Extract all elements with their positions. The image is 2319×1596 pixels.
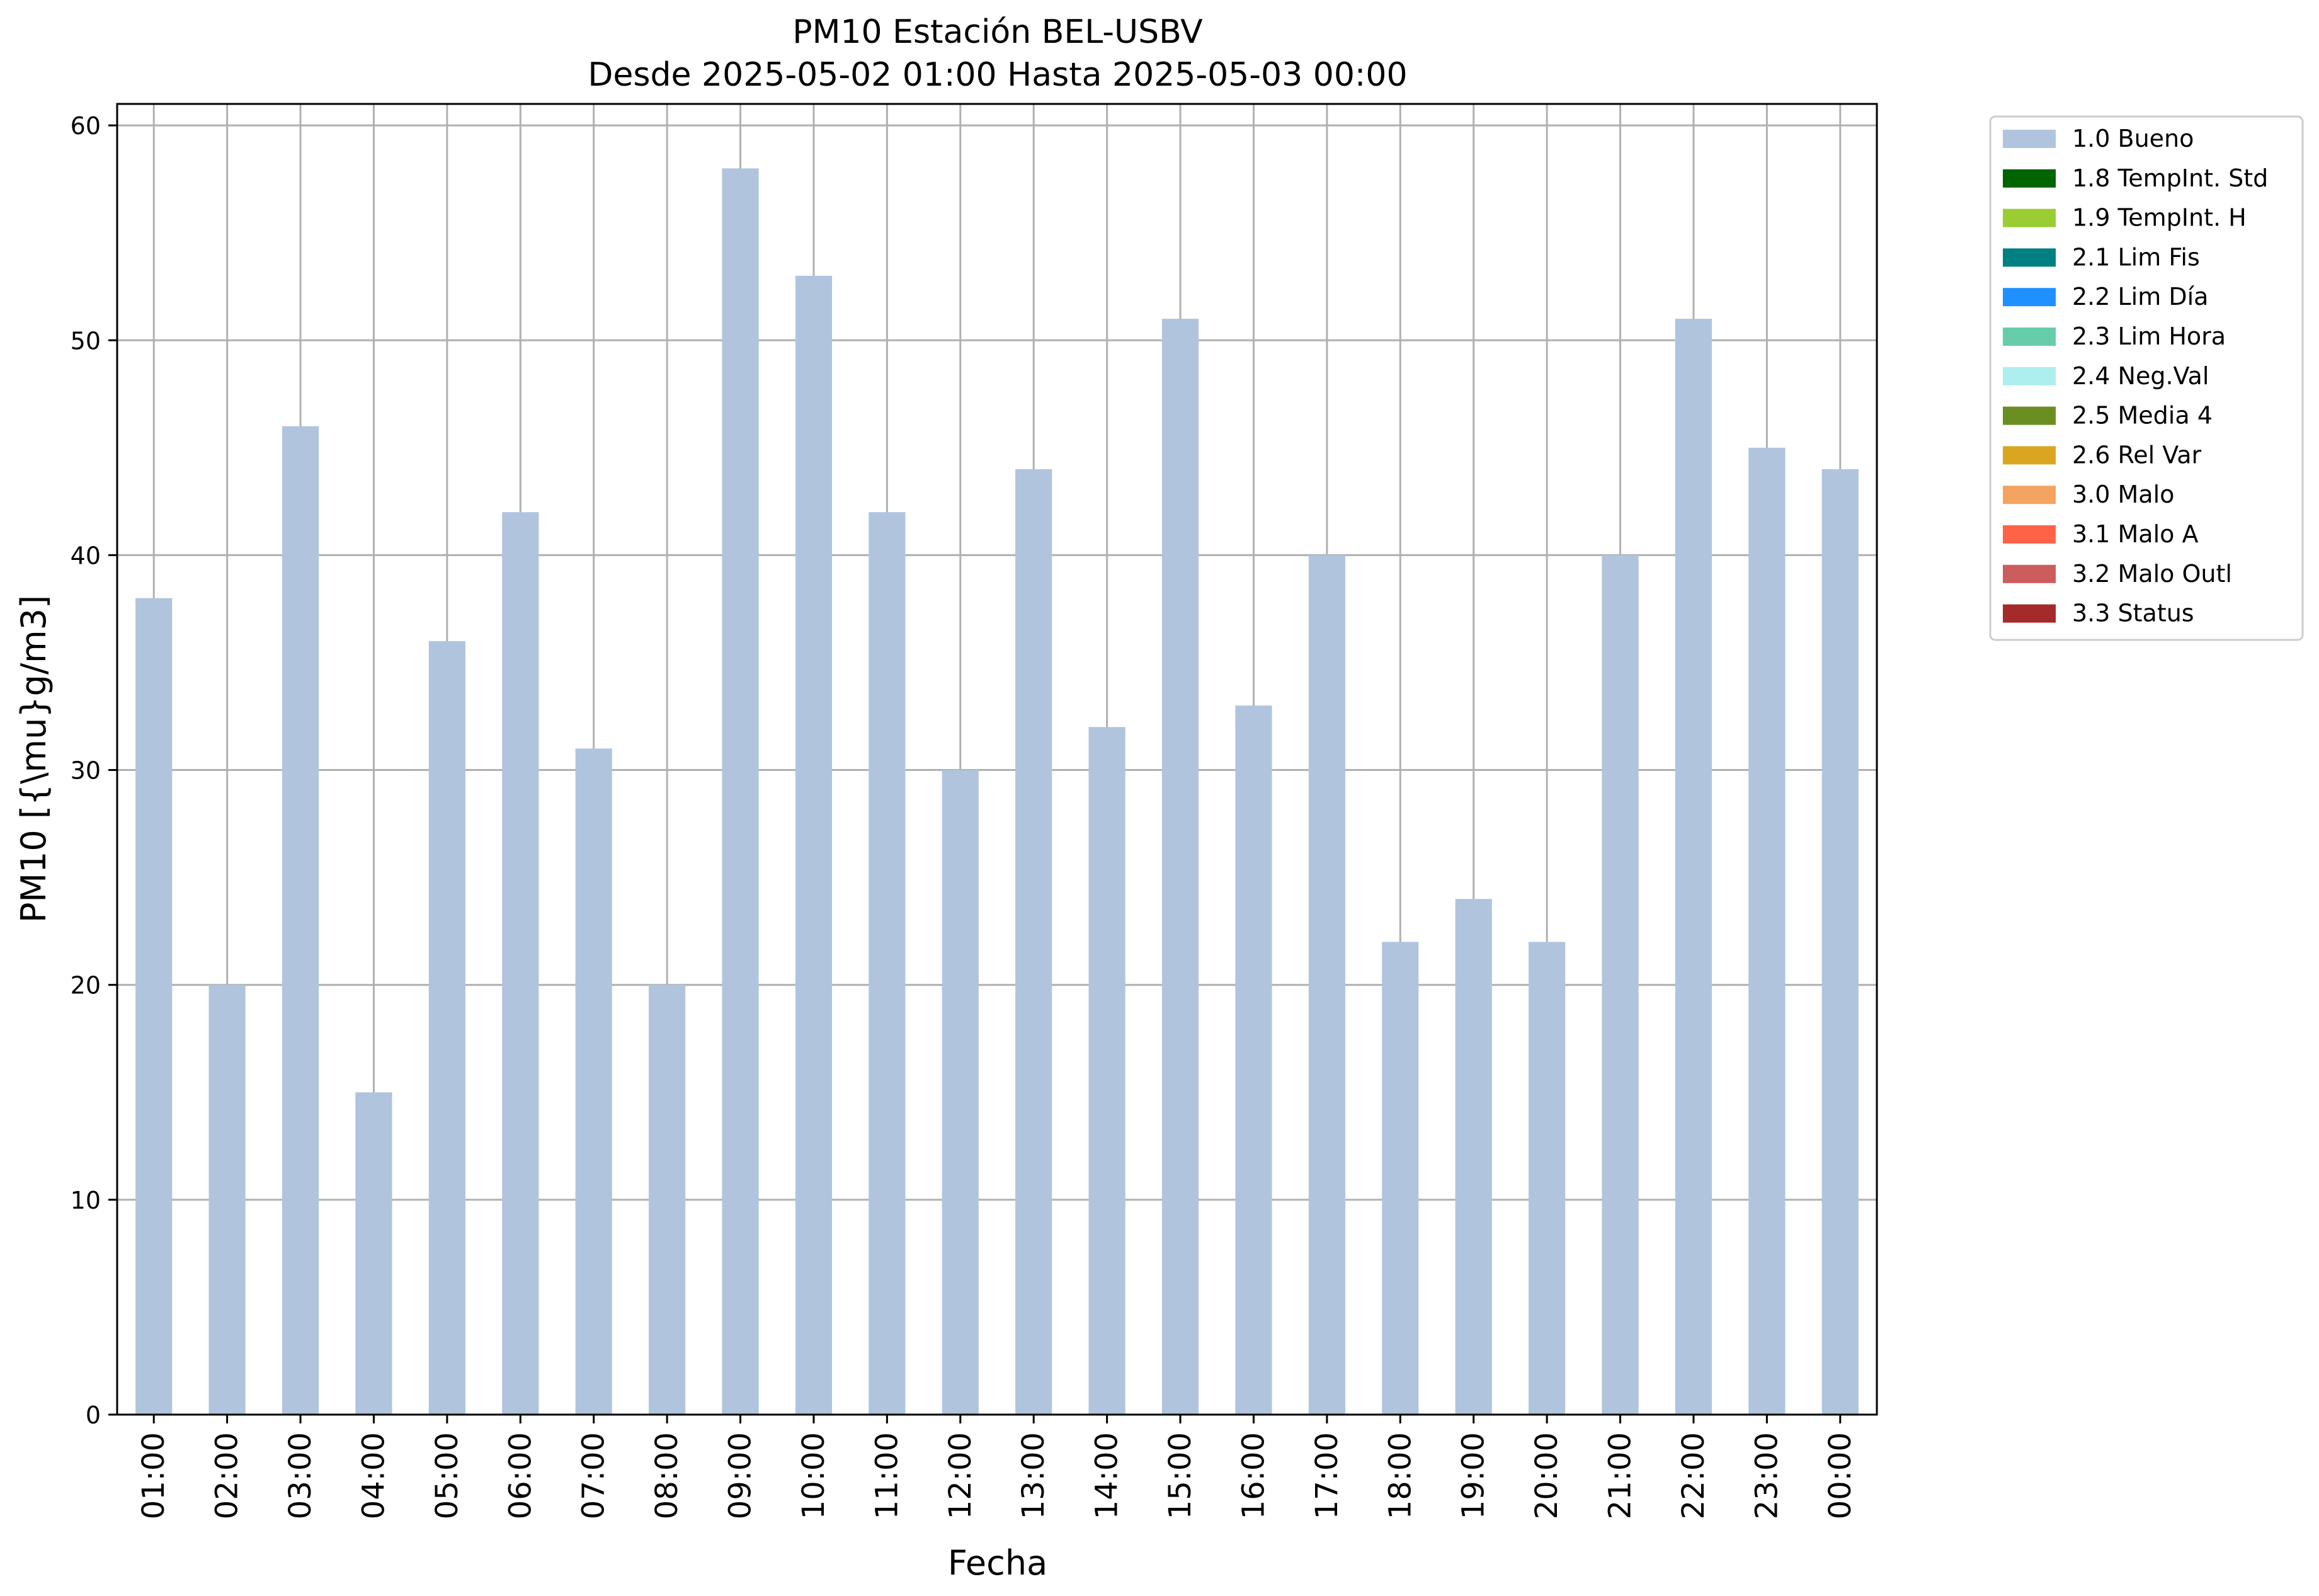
legend-swatch: [2003, 130, 2056, 148]
bars: [135, 168, 1859, 1415]
x-tick-label: 23:00: [1749, 1432, 1784, 1519]
bar: [355, 1092, 392, 1415]
x-axis: 01:00 02:00 03:00 04:00 05:00 06:00 07:00 08:00…: [136, 1415, 1858, 1519]
x-tick-label: 13:00: [1016, 1432, 1051, 1519]
y-tick-label: 60: [71, 112, 101, 140]
x-tick-label: 03:00: [283, 1432, 318, 1519]
legend-frame: [1989, 115, 2304, 641]
legend-label: 1.0 Bueno: [2072, 125, 2194, 152]
bar: [795, 275, 833, 1415]
bar: [649, 984, 686, 1415]
legend-label: 3.2 Malo Outl: [2072, 560, 2232, 588]
x-tick-label: 21:00: [1603, 1432, 1638, 1519]
x-tick-label: 00:00: [1823, 1432, 1858, 1519]
legend-label: 2.2 Lim Día: [2072, 283, 2208, 311]
x-tick-label: 02:00: [210, 1432, 245, 1519]
legend-swatch: [2003, 288, 2056, 307]
y-tick-label: 30: [71, 757, 101, 785]
legend-swatch: [2003, 525, 2056, 544]
x-tick-label: 16:00: [1236, 1432, 1271, 1519]
y-tick-label: 0: [86, 1401, 101, 1429]
legend-label: 1.8 TempInt. Std: [2072, 164, 2268, 192]
bar: [428, 641, 465, 1415]
legend-swatch: [2003, 169, 2056, 188]
legend-swatch: [2003, 604, 2056, 623]
legend-label: 3.3 Status: [2072, 600, 2194, 627]
x-tick-label: 07:00: [576, 1432, 612, 1519]
y-tick-label: 50: [71, 327, 101, 355]
legend-swatch: [2003, 486, 2056, 504]
legend-label: 3.1 Malo A: [2072, 520, 2198, 548]
bar: [1455, 899, 1492, 1415]
x-axis-label: Fecha: [948, 1543, 1047, 1583]
x-tick-label: 08:00: [649, 1432, 685, 1519]
x-tick-label: 22:00: [1676, 1432, 1711, 1519]
legend-label: 2.6 Rel Var: [2072, 441, 2202, 469]
x-tick-label: 18:00: [1382, 1432, 1418, 1519]
bar: [135, 598, 173, 1415]
legend-swatch: [2003, 367, 2056, 385]
legend-label: 2.4 Neg.Val: [2072, 362, 2209, 390]
x-tick-label: 19:00: [1456, 1432, 1491, 1519]
bar: [1161, 319, 1199, 1415]
legend-swatch: [2003, 564, 2056, 583]
legend-swatch: [2003, 328, 2056, 346]
bar: [282, 426, 319, 1415]
x-tick-label: 12:00: [943, 1432, 978, 1519]
y-tick-label: 10: [71, 1187, 101, 1214]
x-tick-label: 09:00: [723, 1432, 758, 1519]
bar: [575, 748, 612, 1415]
bar: [1602, 555, 1639, 1415]
bar: [1308, 555, 1345, 1415]
bar: [502, 512, 539, 1415]
legend-swatch: [2003, 446, 2056, 465]
legend-swatch: [2003, 208, 2056, 227]
bar: [1821, 469, 1859, 1415]
bar: [1675, 319, 1712, 1415]
chart-subtitle: Desde 2025-05-02 01:00 Hasta 2025-05-03 …: [588, 56, 1407, 94]
x-tick-label: 06:00: [503, 1432, 538, 1519]
chart-title: PM10 Estación BEL-USBV: [792, 13, 1203, 51]
legend-swatch: [2003, 406, 2056, 425]
legend-swatch: [2003, 248, 2056, 267]
legend-label: 2.1 Lim Fis: [2072, 243, 2200, 271]
bar: [1088, 727, 1125, 1415]
x-tick-label: 14:00: [1090, 1432, 1125, 1519]
bar: [208, 984, 246, 1415]
bar: [1529, 942, 1566, 1415]
bar: [942, 770, 979, 1415]
bar: [1015, 469, 1052, 1415]
legend-label: 2.5 Media 4: [2072, 402, 2213, 430]
y-tick-label: 40: [71, 542, 101, 569]
x-tick-label: 10:00: [796, 1432, 831, 1519]
legend: 1.0 Bueno 1.8 TempInt. Std 1.9 TempInt. H 2…: [1989, 115, 2304, 641]
x-tick-label: 05:00: [430, 1432, 465, 1519]
y-axis-label: PM10 [{\mu}g/m3]: [14, 595, 54, 923]
x-tick-label: 01:00: [136, 1432, 171, 1519]
legend-label: 2.3 Lim Hora: [2072, 322, 2226, 350]
x-tick-label: 17:00: [1309, 1432, 1345, 1519]
bar: [869, 512, 906, 1415]
legend-label: 1.9 TempInt. H: [2072, 204, 2247, 232]
bar: [722, 168, 759, 1415]
bar: [1235, 705, 1272, 1415]
x-tick-label: 15:00: [1163, 1432, 1198, 1519]
plot-frame: [116, 103, 1878, 1416]
bar: [1748, 447, 1786, 1415]
legend-label: 3.0 Malo: [2072, 481, 2174, 508]
y-axis: 0 10 20 30 40 50 60: [71, 112, 117, 1429]
x-tick-label: 11:00: [869, 1432, 904, 1519]
x-tick-label: 04:00: [356, 1432, 391, 1519]
y-tick-label: 20: [71, 972, 101, 1000]
x-tick-label: 20:00: [1529, 1432, 1564, 1519]
bar: [1382, 942, 1419, 1415]
